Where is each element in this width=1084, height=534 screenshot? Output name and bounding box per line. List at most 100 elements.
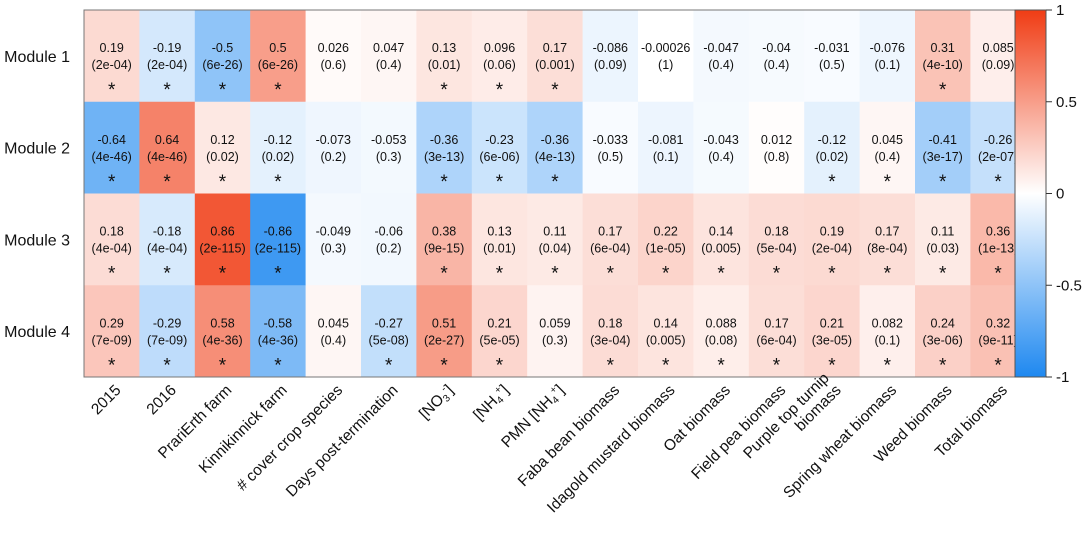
heatmap-cell [915,285,971,378]
heatmap-cell [859,10,916,103]
heatmap-cell [748,285,805,378]
significance-star: * [163,355,171,376]
cell-value-label: 0.026 [318,41,349,55]
significance-star: * [440,355,448,376]
cell-value-label: -0.5 [212,41,234,55]
cell-pvalue-label: (0.5) [597,150,623,164]
cell-pvalue-label: (3e-06) [923,333,963,347]
column-label: 2015 [88,382,124,418]
cell-value-label: -0.076 [870,41,905,55]
cell-pvalue-label: (0.005) [646,333,686,347]
heatmap-cell [250,193,306,286]
significance-star: * [939,80,947,101]
significance-star: * [939,355,947,376]
cell-value-label: 0.085 [982,41,1013,55]
heatmap-cell [416,101,473,194]
significance-star: * [496,172,504,193]
significance-star: * [163,264,171,285]
heatmap-cell [305,10,362,103]
cell-value-label: 0.58 [210,316,234,330]
significance-star: * [163,172,171,193]
heatmap-cell [471,193,528,286]
heatmap-cell [416,285,473,378]
cell-value-label: 0.13 [487,225,511,239]
heatmap-cell [139,193,196,286]
cell-pvalue-label: (6e-26) [202,58,242,72]
significance-star: * [551,264,559,285]
cell-value-label: 0.045 [872,133,903,147]
cell-pvalue-label: (2e-04) [812,242,852,256]
cell-value-label: -0.26 [984,133,1013,147]
cell-pvalue-label: (0.2) [320,150,346,164]
heatmap-cell [139,10,196,103]
cell-pvalue-label: (1e-05) [646,242,686,256]
significance-star: * [939,264,947,285]
cell-pvalue-label: (0.005) [701,242,741,256]
heatmap-cell [527,193,583,286]
cell-value-label: 0.32 [986,316,1010,330]
significance-star: * [662,355,670,376]
legend-tick-label: -1 [1056,369,1069,386]
column-label: [NH4+] [470,381,514,425]
significance-star: * [163,80,171,101]
cell-pvalue-label: (2e-07) [978,150,1018,164]
cell-pvalue-label: (0.3) [542,333,568,347]
heatmap-cell [250,285,306,378]
significance-star: * [717,355,725,376]
cell-pvalue-label: (7e-09) [92,333,132,347]
heatmap-cell [471,285,528,378]
cell-value-label: 0.18 [764,225,788,239]
cell-pvalue-label: (0.1) [874,333,900,347]
significance-star: * [828,264,836,285]
cell-pvalue-label: (6e-26) [258,58,298,72]
cell-pvalue-label: (1) [658,58,673,72]
legend-tick-label: -0.5 [1056,277,1082,294]
cell-value-label: -0.081 [648,133,683,147]
significance-star: * [108,80,116,101]
significance-star: * [773,264,781,285]
cell-value-label: 0.082 [872,316,903,330]
cell-value-label: 0.29 [100,316,124,330]
heatmap-cell [804,285,860,378]
cell-value-label: 0.059 [539,316,570,330]
heatmap-cell [693,193,750,286]
cell-value-label: 0.24 [931,316,955,330]
heatmap-cell [638,285,694,378]
significance-star: * [385,355,393,376]
significance-star: * [274,264,282,285]
heatmap-cell [250,10,306,103]
cell-pvalue-label: (3e-04) [590,333,630,347]
significance-star: * [828,172,836,193]
cell-pvalue-label: (3e-13) [424,150,464,164]
cell-pvalue-label: (1e-13) [978,242,1018,256]
heatmap-cell [693,285,750,378]
cell-pvalue-label: (4e-46) [147,150,187,164]
significance-star: * [440,80,448,101]
cell-pvalue-label: (0.03) [926,242,959,256]
row-label: Module 1 [4,49,70,66]
heatmap-cell [582,285,639,378]
significance-star: * [108,264,116,285]
cell-pvalue-label: (8e-04) [867,242,907,256]
heatmap-cell [638,10,694,103]
cell-value-label: 0.088 [705,316,736,330]
row-labels: Module 1 Module 2 Module 3 Module 4 [4,49,70,341]
cell-value-label: -0.12 [818,133,847,147]
cell-value-label: 0.045 [318,316,349,330]
cell-pvalue-label: (0.09) [594,58,627,72]
cell-pvalue-label: (2e-27) [424,333,464,347]
cell-value-label: 0.38 [432,225,456,239]
significance-star: * [440,172,448,193]
cell-value-label: -0.053 [371,133,406,147]
heatmap-cell [84,101,140,194]
significance-star: * [884,355,892,376]
heatmap-cell [582,10,639,103]
column-label: # cover crop species [234,382,347,495]
cell-pvalue-label: (2e-04) [147,58,187,72]
cell-pvalue-label: (0.4) [874,150,900,164]
heatmap-cell [638,193,694,286]
cell-pvalue-label: (4e-36) [202,333,242,347]
heatmap-cell [582,101,639,194]
heatmap-cell [804,101,860,194]
